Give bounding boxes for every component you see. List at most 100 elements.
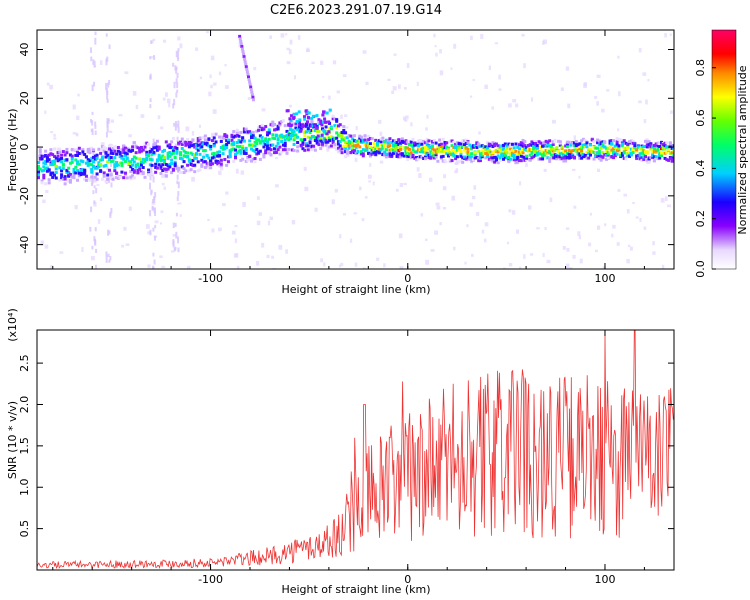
spectral-cell [194, 146, 198, 150]
spectral-cell [509, 147, 513, 151]
spectral-cell [258, 157, 262, 161]
spectral-cell [659, 147, 663, 151]
spectral-cell [54, 176, 58, 180]
streak-speck [110, 182, 113, 188]
spectral-cell [365, 146, 369, 150]
spectral-cell [532, 141, 536, 145]
spectral-cell [551, 140, 555, 144]
spectral-cell [416, 144, 420, 148]
spectral-cell [207, 144, 211, 148]
spectral-cell [255, 152, 259, 156]
spectral-cell [230, 142, 234, 146]
streak-speck [175, 78, 178, 84]
streak-speck [249, 88, 253, 92]
spectral-cell [285, 151, 289, 155]
spectral-cell [200, 164, 204, 168]
spectral-cell [77, 151, 81, 155]
spectral-cell [558, 157, 562, 161]
spectral-cell [528, 158, 532, 162]
noise-speck [376, 257, 380, 261]
spectral-cell [65, 168, 69, 172]
spectral-cell [569, 155, 573, 159]
spectral-cell [173, 164, 177, 168]
noise-speck [344, 114, 348, 118]
spectral-cell [305, 120, 309, 124]
spectral-cell [131, 145, 135, 149]
spectral-cell [313, 138, 317, 142]
spectral-cell [462, 143, 466, 147]
spectral-cell [322, 115, 326, 119]
spectral-cell [473, 151, 477, 155]
spectral-cell [200, 141, 204, 145]
streak-speck [251, 95, 255, 99]
spectral-cell [232, 135, 236, 139]
spectral-cell [280, 140, 284, 144]
spectral-cell [168, 165, 172, 169]
spectral-cell [592, 140, 596, 144]
spectral-cell [351, 145, 355, 149]
noise-speck [397, 84, 401, 89]
spectral-cell [445, 149, 449, 153]
spectral-cell [407, 152, 411, 156]
spectral-cell [432, 156, 436, 160]
noise-speck [399, 266, 404, 269]
spectral-cell [434, 149, 438, 153]
streak-speck [106, 166, 109, 171]
noise-speck [573, 205, 577, 209]
spectral-cell [102, 171, 106, 175]
spectral-cell [123, 171, 127, 175]
spectral-cell [139, 163, 143, 167]
spectral-cell [418, 148, 422, 152]
streak-speck [90, 56, 93, 62]
spectral-cell [116, 163, 120, 167]
streak-speck [243, 60, 247, 64]
noise-speck [167, 98, 171, 104]
x-tick-label: 0 [404, 573, 411, 586]
spectral-cell [516, 157, 520, 161]
streak-speck [91, 178, 94, 185]
spectral-cell [189, 168, 193, 172]
spectral-cell [548, 149, 552, 153]
spectral-cell [242, 139, 246, 143]
streak-speck [92, 175, 95, 182]
spectral-cell [178, 153, 182, 157]
spectral-cell [622, 150, 626, 154]
noise-speck [626, 258, 630, 264]
streak-speck [251, 98, 255, 102]
spectral-cell [155, 166, 159, 170]
spectral-cell [496, 150, 500, 154]
noise-speck [236, 265, 240, 269]
spectral-cell [51, 175, 55, 179]
spectral-cell [327, 130, 331, 134]
streak-speck [240, 47, 244, 51]
spectral-cell [640, 146, 644, 150]
spectral-cell [383, 143, 387, 147]
spectral-cell [486, 149, 490, 153]
spectral-cell [56, 147, 60, 151]
spectral-cell [549, 145, 553, 149]
spectral-cell [97, 147, 101, 151]
noise-speck [577, 231, 581, 237]
x-tick-label: -100 [198, 573, 223, 586]
spectral-cell [139, 145, 143, 149]
spectral-cell [161, 168, 165, 172]
spectral-cell [180, 157, 184, 161]
spectral-cell [267, 151, 271, 155]
spectral-cell [578, 152, 582, 156]
streak-speck [173, 122, 176, 127]
spectral-cell [193, 156, 197, 160]
spectral-cell [491, 151, 495, 155]
spectral-cell [376, 150, 380, 154]
noise-speck [286, 47, 290, 51]
spectral-cell [397, 155, 401, 159]
spectral-cell [468, 157, 472, 161]
spectral-cell [193, 143, 197, 147]
spectral-cell [468, 153, 472, 157]
spectral-cell [466, 147, 470, 151]
streak-speck [238, 34, 242, 38]
spectral-cell [397, 138, 401, 142]
spectral-cell [241, 157, 245, 161]
spectral-cell [65, 147, 69, 151]
spectral-cell [558, 140, 562, 144]
spectral-cell [273, 147, 277, 151]
